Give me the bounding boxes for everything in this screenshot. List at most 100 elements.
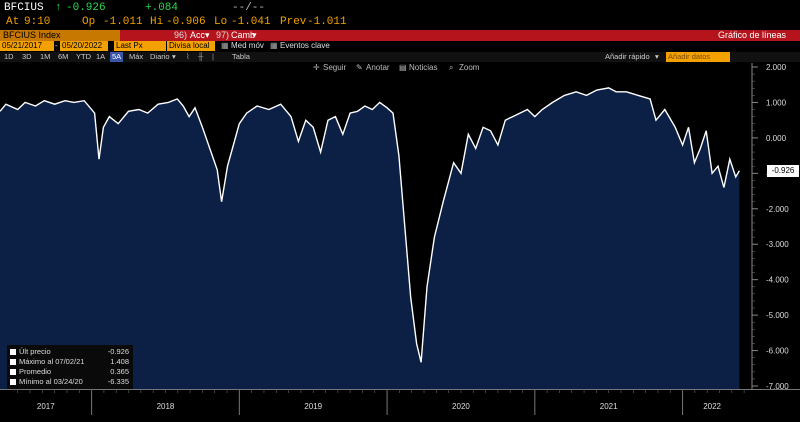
low-label: Lo [214,16,228,28]
y-tick-label: -6.000 [766,347,789,356]
quick-add-button[interactable]: Añadir rápido [605,52,650,61]
period-max[interactable]: Máx [129,52,144,61]
zoom-icon: ⌕ [449,63,454,72]
price-change: +.084 [145,2,179,14]
legend-item: Mínimo al 03/24/20 -6.335 [7,377,133,387]
volume-placeholder: --/-- [232,2,266,14]
chart-type-title: Gráfico de líneas [718,30,787,40]
current-value-label: -0.926 [767,165,799,177]
legend-value: 1.408 [110,357,129,366]
x-tick-label: 2019 [304,402,322,411]
prev-label: Prev [280,16,307,28]
quick-add-dropdown-icon[interactable]: ▾ [655,52,659,61]
legend-label: Mínimo al 03/24/20 [19,377,83,386]
period-6m[interactable]: 6M [58,52,69,61]
zoom-button[interactable]: Zoom [459,63,480,72]
start-date-field[interactable]: 05/21/2017 [0,41,54,51]
change-menu[interactable]: Camb [231,30,256,40]
index-name[interactable]: BFCIUS Index [0,30,120,41]
ticker-symbol[interactable]: BFCIUS [4,2,44,14]
legend-value: 0.365 [110,367,129,376]
end-date-field[interactable]: 05/20/2022 [60,41,108,51]
line-style-icon[interactable]: ⌇ [186,52,190,61]
news-button[interactable]: Noticias [409,63,438,72]
add-data-input[interactable]: Añadir datos [666,52,730,62]
at-time: 9:10 [24,16,51,28]
quote-details: At 9:10 Op -1.011 Hi -0.906 Lo -1.041 Pr… [0,16,800,30]
x-tick-label: 2020 [452,402,470,411]
y-tick-label: 0.000 [766,134,787,143]
legend-item: Últ precio -0.926 [7,347,133,357]
actions-dropdown-icon[interactable]: ▾ [205,30,210,40]
y-axis: 2.0001.0000.000-1.000-2.000-3.000-4.000-… [751,63,789,391]
events-icon: ▦ [270,41,278,50]
y-tick-label: -3.000 [766,240,789,249]
period-selector: 1D 3D 1M 6M YTD 1A 5A Máx Diario ▾ ⌇ ╫ |… [0,52,800,62]
key-events-toggle[interactable]: Eventos clave [280,41,330,50]
high-value: -0.906 [166,16,206,28]
legend-swatch [10,349,16,355]
period-1m[interactable]: 1M [40,52,51,61]
change-number: 97) [216,30,230,40]
legend-swatch [10,359,16,365]
series-line [0,87,741,363]
change-dropdown-icon[interactable]: ▾ [252,30,257,40]
moving-average-toggle[interactable]: Med móv [231,41,264,50]
legend-value: -6.335 [107,377,129,386]
security-title-bar: BFCIUS Index 96) Acc ▾ 97) Camb ▾ Gráfic… [0,30,800,41]
table-button[interactable]: Tabla [232,52,250,61]
date-separator: - [55,41,58,50]
y-tick-label: -4.000 [766,276,789,285]
legend-item: Promedio 0.365 [7,367,133,377]
y-tick-label: -5.000 [766,311,789,320]
currency-select[interactable]: Divisa local [167,41,215,51]
legend-label: Máximo al 07/02/21 [19,357,85,366]
separator-icon: | [212,52,214,61]
at-label: At [6,16,20,28]
period-3d[interactable]: 3D [22,52,32,61]
news-icon: ▤ [399,63,407,72]
annotate-button[interactable]: Anotar [366,63,390,72]
frequency-select[interactable]: Diario [150,52,170,61]
prev-value: -1.011 [307,16,347,28]
open-value: -1.011 [103,16,143,28]
high-label: Hi [150,16,164,28]
y-tick-label: 2.000 [766,63,787,72]
annotate-icon: ✎ [356,63,363,72]
x-axis: 2017 2018 2019 2020 2021 2022 [0,389,800,415]
price-field-select[interactable]: Last Px [114,41,166,51]
quote-header: BFCIUS ↑ -0.926 +.084 --/-- [0,2,800,16]
y-tick-label: -7.000 [766,382,789,391]
chart-legend: Últ precio -0.926 Máximo al 07/02/21 1.4… [7,345,133,389]
last-price: -0.926 [66,2,106,14]
period-ytd[interactable]: YTD [76,52,91,61]
legend-label: Promedio [19,367,52,376]
period-5a[interactable]: 5A [110,52,124,62]
actions-menu[interactable]: Acc [190,30,206,40]
frequency-dropdown-icon[interactable]: ▾ [172,52,176,61]
legend-label: Últ precio [19,347,51,356]
period-1a[interactable]: 1A [96,52,106,61]
candle-style-icon[interactable]: ╫ [198,52,204,61]
follow-button[interactable]: Seguir [323,63,347,72]
x-tick-label: 2017 [37,402,55,411]
period-1d[interactable]: 1D [4,52,14,61]
actions-number: 96) [174,30,188,40]
x-tick-label: 2022 [703,402,721,411]
y-tick-label: 1.000 [766,98,787,107]
up-arrow-icon: ↑ [55,2,62,14]
x-tick-label: 2021 [600,402,618,411]
x-tick-label: 2018 [157,402,175,411]
moving-average-icon: ▦ [221,41,229,50]
open-label: Op [82,16,96,28]
legend-value: -0.926 [107,347,129,356]
area-fill [0,87,740,390]
legend-swatch [10,369,16,375]
y-tick-label: -2.000 [766,205,789,214]
low-value: -1.041 [231,16,271,28]
legend-swatch [10,379,16,385]
crosshair-icon: ✛ [313,63,320,72]
legend-item: Máximo al 07/02/21 1.408 [7,357,133,367]
chart-controls: 05/21/2017 - 05/20/2022 Last Px Divisa l… [0,41,800,51]
chart-toolbar: ✛ Seguir ✎ Anotar ▤ Noticias ⌕ Zoom [0,62,800,74]
